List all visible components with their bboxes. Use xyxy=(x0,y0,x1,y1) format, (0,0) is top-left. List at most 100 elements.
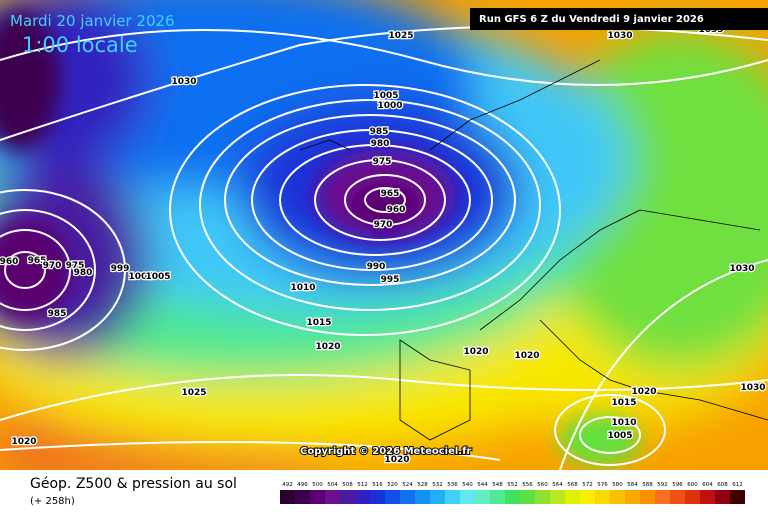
scale-swatch xyxy=(355,490,370,504)
scale-swatch xyxy=(460,490,475,504)
scale-swatch xyxy=(565,490,580,504)
run-info: Run GFS 6 Z du Vendredi 9 janvier 2026 xyxy=(479,14,704,25)
scale-label: 556 xyxy=(522,482,533,488)
scale-swatch xyxy=(715,490,730,504)
scale-label: 560 xyxy=(537,482,548,488)
scale-swatch xyxy=(535,490,550,504)
isobar-label: 980 xyxy=(371,139,390,149)
scale-swatch xyxy=(505,490,520,504)
isobar-label: 1020 xyxy=(514,351,539,361)
scale-swatch xyxy=(640,490,655,504)
isobar-label: 1020 xyxy=(315,342,340,352)
scale-swatch xyxy=(580,490,595,504)
scale-swatch xyxy=(385,490,400,504)
scale-label: 588 xyxy=(642,482,653,488)
color-scale: 492 496 500 504 508 512 516 520 524 528 532 536 540 5… xyxy=(280,482,745,504)
scale-swatch xyxy=(340,490,355,504)
scale-swatch xyxy=(625,490,640,504)
isobar-label: 965 xyxy=(381,189,400,199)
isobar-label: 1005 xyxy=(373,91,398,101)
product-title: Géop. Z500 & pression au sol xyxy=(30,476,237,492)
scale-swatch xyxy=(610,490,625,504)
scale-swatch xyxy=(550,490,565,504)
scale-label: 580 xyxy=(612,482,623,488)
scale-label: 508 xyxy=(342,482,353,488)
scale-swatch xyxy=(415,490,430,504)
isobar-label: 999 xyxy=(111,264,130,274)
scale-label: 612 xyxy=(732,482,743,488)
scale-label: 592 xyxy=(657,482,668,488)
scale-swatch xyxy=(490,490,505,504)
scale-swatch xyxy=(295,490,310,504)
scale-label: 524 xyxy=(402,482,413,488)
scale-swatch xyxy=(280,490,295,504)
scale-label: 572 xyxy=(582,482,593,488)
scale-label: 544 xyxy=(477,482,488,488)
scale-label: 584 xyxy=(627,482,638,488)
isobar-label: 1005 xyxy=(607,431,632,441)
scale-label: 608 xyxy=(717,482,728,488)
scale-label: 600 xyxy=(687,482,698,488)
isobar-label: 1020 xyxy=(384,455,409,465)
scale-swatch xyxy=(595,490,610,504)
isobar-label: 1025 xyxy=(181,388,206,398)
scale-label: 504 xyxy=(327,482,338,488)
scale-swatch xyxy=(520,490,535,504)
scale-label: 500 xyxy=(312,482,323,488)
isobar-label: 985 xyxy=(48,309,67,319)
coastlines xyxy=(299,59,768,441)
scale-swatch xyxy=(370,490,385,504)
isobar-label: 1010 xyxy=(611,418,636,428)
isobar-label: 960 xyxy=(0,257,18,267)
isobar-label: 1030 xyxy=(171,77,196,87)
isobar-label: 1030 xyxy=(729,264,754,274)
run-banner xyxy=(470,8,768,30)
scale-label: 536 xyxy=(447,482,458,488)
scale-label: 492 xyxy=(282,482,293,488)
copyright: Copyright © 2026 Meteociel.fr xyxy=(300,446,471,457)
scale-label: 512 xyxy=(357,482,368,488)
isobar-label: 1020 xyxy=(11,437,36,447)
isobar-label: 1005 xyxy=(145,272,170,282)
scale-label: 596 xyxy=(672,482,683,488)
isobar-label: 1025 xyxy=(388,31,413,41)
scale-swatch xyxy=(325,490,340,504)
isobar-label: 970 xyxy=(374,220,393,230)
scale-label: 568 xyxy=(567,482,578,488)
isobar-label: 965 xyxy=(28,256,47,266)
valid-date: Mardi 20 janvier 2026 xyxy=(10,12,175,30)
scale-swatch xyxy=(445,490,460,504)
isobar-label: 995 xyxy=(381,275,400,285)
isobar-label: 1010 xyxy=(290,283,315,293)
isobar-label: 1020 xyxy=(631,387,656,397)
scale-swatch xyxy=(670,490,685,504)
scale-swatch xyxy=(730,490,745,504)
scale-label: 604 xyxy=(702,482,713,488)
isobar-label: 1015 xyxy=(611,398,636,408)
scale-label: 520 xyxy=(387,482,398,488)
scale-label: 564 xyxy=(552,482,563,488)
isobar-label: 1030 xyxy=(607,31,632,41)
scale-label: 540 xyxy=(462,482,473,488)
isobar-label: 1020 xyxy=(463,347,488,357)
isobar-label: 990 xyxy=(367,262,386,272)
scale-swatch xyxy=(400,490,415,504)
scale-label: 516 xyxy=(372,482,383,488)
isobar-label: 960 xyxy=(387,205,406,215)
scale-label: 532 xyxy=(432,482,443,488)
scale-label: 552 xyxy=(507,482,518,488)
scale-label: 548 xyxy=(492,482,503,488)
isobar-label: 985 xyxy=(370,127,389,137)
scale-label: 496 xyxy=(297,482,308,488)
scale-swatch xyxy=(430,490,445,504)
scale-swatch xyxy=(685,490,700,504)
valid-time: 1:00 locale xyxy=(22,33,138,57)
scale-swatch xyxy=(475,490,490,504)
isobar-label: 980 xyxy=(74,268,93,278)
scale-label: 528 xyxy=(417,482,428,488)
isobar-label: 970 xyxy=(43,261,62,271)
isobar-label: 975 xyxy=(373,157,392,167)
scale-swatch xyxy=(700,490,715,504)
